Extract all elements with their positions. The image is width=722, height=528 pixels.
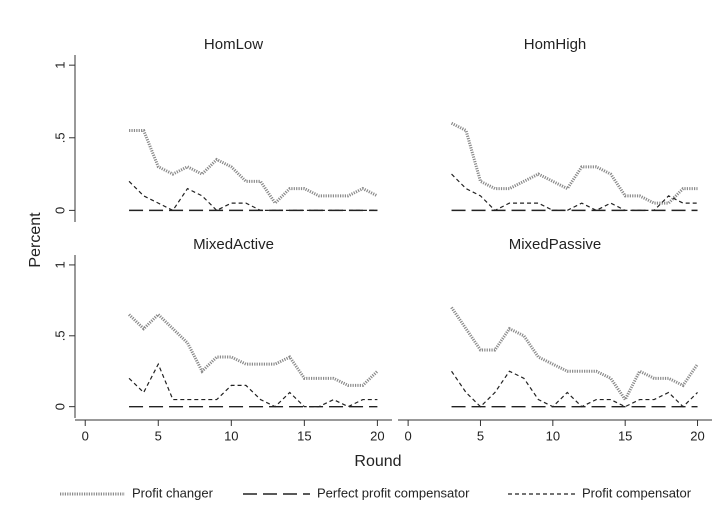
legend-label: Perfect profit compensator (317, 485, 470, 500)
panel-title: HomLow (204, 36, 263, 53)
x-tick-label: 15 (618, 428, 632, 443)
x-tick-label: 5 (477, 428, 484, 443)
x-tick-label: 20 (690, 428, 704, 443)
series-line (450, 306, 699, 403)
panel-title: MixedPassive (509, 236, 602, 253)
x-axis-label: Round (354, 453, 401, 470)
y-tick-label: 0 (52, 207, 67, 214)
x-tick-label: 20 (370, 428, 384, 443)
legend-label: Profit compensator (582, 485, 692, 500)
series-line (451, 173, 698, 212)
series-line (128, 180, 378, 212)
x-tick-label: 0 (82, 428, 89, 443)
series-line (128, 362, 378, 408)
x-tick-label: 10 (546, 428, 560, 443)
y-axis-label: Percent (27, 212, 44, 268)
y-tick-label: 0 (52, 403, 67, 410)
x-tick-label: 10 (224, 428, 238, 443)
x-tick-label: 15 (297, 428, 311, 443)
series-line (129, 129, 379, 206)
series-line (128, 312, 379, 387)
x-tick-label: 0 (405, 428, 412, 443)
panel-title: MixedActive (193, 236, 274, 253)
panel-title: HomHigh (524, 36, 587, 53)
series-line (450, 121, 698, 205)
y-tick-label: .5 (52, 330, 67, 341)
y-tick-label: 1 (52, 62, 67, 69)
legend-label: Profit changer (132, 485, 214, 500)
y-tick-label: 1 (52, 261, 67, 268)
x-tick-label: 5 (155, 428, 162, 443)
y-tick-label: .5 (52, 132, 67, 143)
